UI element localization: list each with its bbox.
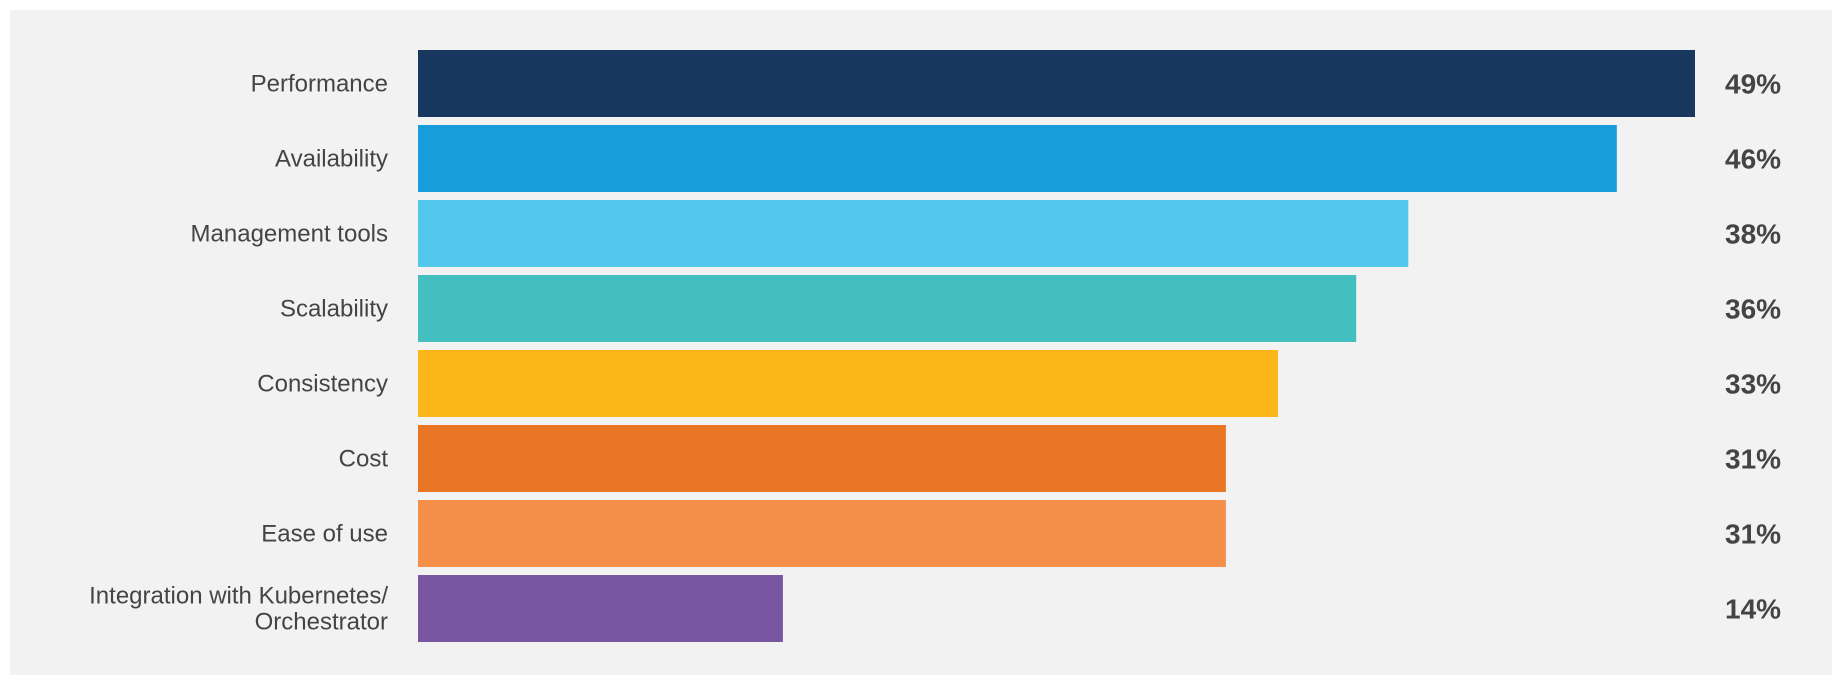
value-label: 14% xyxy=(1725,594,1781,625)
value-label: 31% xyxy=(1725,444,1781,475)
category-label: Ease of use xyxy=(261,521,388,548)
bar-1 xyxy=(418,50,1695,117)
value-label: 31% xyxy=(1725,519,1781,550)
value-label: 38% xyxy=(1725,219,1781,250)
bar-7 xyxy=(418,500,1226,567)
value-label: 33% xyxy=(1725,369,1781,400)
category-label: Scalability xyxy=(280,296,388,323)
bar-5 xyxy=(418,350,1278,417)
category-label: Consistency xyxy=(257,371,388,398)
bar-6 xyxy=(418,425,1226,492)
bar-4 xyxy=(418,275,1357,342)
category-label: Management tools xyxy=(191,221,388,248)
category-label: Cost xyxy=(339,446,389,473)
category-label: Performance xyxy=(251,71,388,98)
value-label: 49% xyxy=(1725,69,1781,100)
bar-3 xyxy=(418,200,1409,267)
category-label: Availability xyxy=(275,146,388,173)
value-label: 36% xyxy=(1725,294,1781,325)
category-label: Integration with Kubernetes/Orchestrator xyxy=(89,583,388,636)
value-label: 46% xyxy=(1725,144,1781,175)
bar-8 xyxy=(418,575,783,642)
bar-2 xyxy=(418,125,1617,192)
